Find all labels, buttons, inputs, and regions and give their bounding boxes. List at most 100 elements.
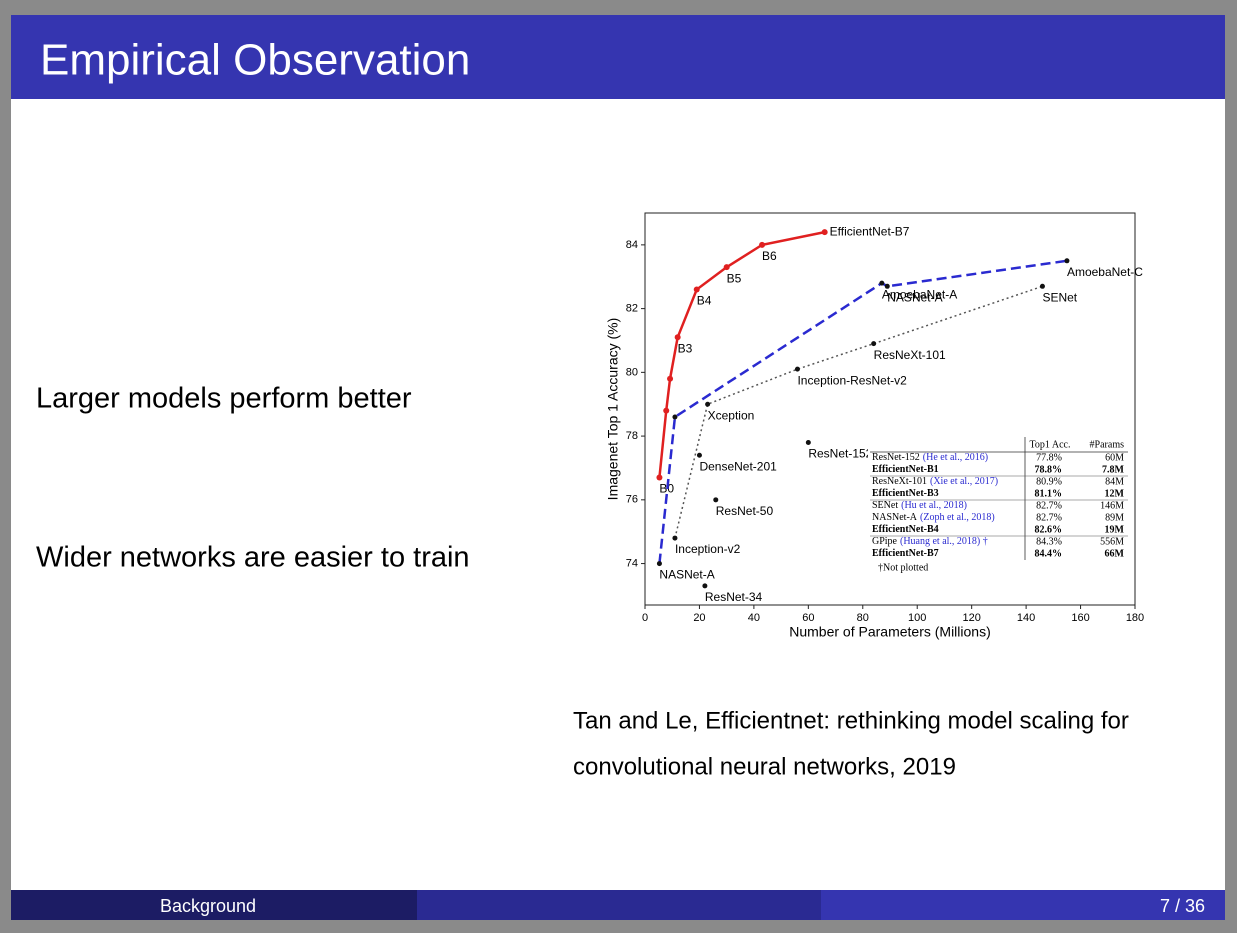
data-point — [805, 439, 811, 445]
point-label: SENet — [1042, 290, 1077, 304]
header-bar — [11, 15, 1225, 99]
table-params: 84M — [1105, 476, 1124, 487]
table-params: 556M — [1100, 536, 1124, 547]
point-label: Xception — [708, 408, 755, 422]
footer-left — [11, 890, 417, 920]
data-point — [1064, 258, 1070, 264]
plot-frame — [644, 212, 1136, 606]
data-point — [794, 366, 800, 372]
model-cite: (Huang et al., 2018) † — [900, 536, 988, 547]
table-bg — [868, 437, 1130, 577]
model-cite: (Xie et al., 2017) — [930, 476, 998, 487]
y-tick-label: 78 — [626, 430, 638, 442]
point-label: EfficientNet-B7 — [830, 224, 910, 238]
model-cite: (He et al., 2016) — [923, 452, 988, 463]
model-cite: (Zoph et al., 2018) — [920, 512, 995, 523]
x-tick-label: 0 — [642, 612, 648, 624]
table-model: EfficientNet-B1 — [872, 464, 939, 475]
data-point — [884, 283, 890, 289]
model-name: EfficientNet-B4 — [872, 524, 939, 535]
table-header: Top1 Acc. — [1030, 439, 1071, 450]
slide-title: Empirical Observation — [40, 36, 470, 85]
data-point — [705, 401, 711, 407]
table-acc: 84.4% — [1035, 548, 1063, 559]
table-params: 66M — [1105, 548, 1125, 559]
data-point — [821, 229, 828, 236]
table-note: †Not plotted — [878, 562, 928, 573]
y-tick-label: 76 — [626, 494, 638, 506]
x-tick-label: 80 — [857, 612, 869, 624]
bullet: Wider networks are easier to train — [36, 542, 470, 574]
point-label: ResNet-50 — [716, 504, 774, 518]
x-tick-label: 60 — [802, 612, 814, 624]
citation: Tan and Le, Efficientnet: rethinking mod… — [573, 707, 1129, 734]
data-point — [667, 375, 674, 382]
model-name: ResNeXt-101 — [872, 476, 927, 487]
table-params: 19M — [1105, 524, 1125, 535]
x-tick-label: 120 — [962, 612, 980, 624]
data-point — [713, 497, 719, 503]
table-params: 60M — [1105, 452, 1124, 463]
table-model: EfficientNet-B4 — [872, 524, 939, 535]
table-model: ResNeXt-101 (Xie et al., 2017) — [872, 476, 998, 487]
table-acc: 84.3% — [1036, 536, 1062, 547]
y-axis-label: Imagenet Top 1 Accuracy (%) — [605, 318, 621, 501]
model-name: NASNet-A — [872, 512, 918, 523]
data-point — [656, 561, 662, 567]
y-tick-label: 74 — [626, 557, 638, 569]
point-label: Inception-v2 — [675, 542, 741, 556]
point-label: ResNet-34 — [705, 590, 763, 604]
data-point — [663, 407, 670, 414]
point-label: AmoebaNet-C — [1067, 265, 1143, 279]
x-tick-label: 160 — [1071, 612, 1089, 624]
model-name: EfficientNet-B1 — [872, 464, 939, 475]
model-name: EfficientNet-B3 — [872, 488, 939, 499]
x-tick-label: 20 — [693, 612, 705, 624]
model-name: GPipe — [872, 536, 898, 547]
model-name: ResNet-152 — [872, 452, 920, 463]
point-label: AmoebaNet-A — [882, 287, 957, 301]
point-label: Inception-ResNet-v2 — [797, 373, 907, 387]
data-point — [1039, 283, 1045, 289]
table-acc: 82.6% — [1035, 524, 1063, 535]
point-label: NASNet-A — [659, 568, 714, 582]
series-line — [658, 230, 825, 478]
table-acc: 81.1% — [1035, 488, 1063, 499]
data-point — [672, 414, 678, 420]
footer-section: Background — [160, 896, 256, 916]
data-point — [656, 474, 663, 481]
table-acc: 78.8% — [1035, 464, 1063, 475]
data-point — [696, 452, 702, 458]
footer-mid — [417, 890, 821, 920]
table-header: #Params — [1090, 439, 1125, 450]
data-point — [871, 341, 877, 347]
table-acc: 82.7% — [1036, 512, 1062, 523]
point-label: DenseNet-201 — [699, 459, 777, 473]
table-model: SENet (Hu et al., 2018) — [872, 500, 967, 511]
table-model: GPipe (Huang et al., 2018) † — [872, 536, 988, 547]
point-label: ResNeXt-101 — [874, 348, 946, 362]
data-point — [672, 535, 678, 541]
citation: convolutional neural networks, 2019 — [573, 753, 956, 780]
data-point — [702, 583, 708, 589]
series-line — [674, 285, 1043, 539]
table-params: 7.8M — [1102, 464, 1125, 475]
data-point — [759, 241, 766, 248]
table-params: 12M — [1105, 488, 1125, 499]
y-tick-label: 84 — [626, 239, 638, 251]
table-acc: 80.9% — [1036, 476, 1062, 487]
footer-page: 7 / 36 — [1160, 896, 1205, 916]
point-label: NASNet-A — [887, 290, 942, 304]
x-tick-label: 100 — [908, 612, 926, 624]
x-tick-label: 40 — [748, 612, 760, 624]
point-label: ResNet-152 — [808, 447, 872, 461]
data-point — [674, 334, 681, 341]
x-axis-label: Number of Parameters (Millions) — [789, 624, 991, 640]
point-label: B6 — [762, 249, 777, 263]
table-model: EfficientNet-B3 — [872, 488, 939, 499]
table-params: 146M — [1100, 500, 1124, 511]
model-cite: (Hu et al., 2018) — [901, 500, 967, 511]
x-tick-label: 180 — [1126, 612, 1144, 624]
